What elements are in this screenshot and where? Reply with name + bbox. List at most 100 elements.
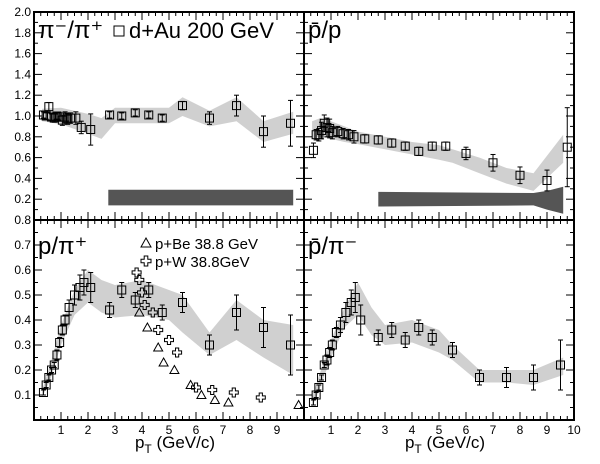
panel-pbar_p: p̄/p xyxy=(303,11,575,221)
data-point-square xyxy=(76,122,86,132)
data-point-cross xyxy=(255,392,266,403)
data-point-square xyxy=(130,108,140,118)
y-tick-label: 0.2 xyxy=(14,192,31,206)
panel-pim_pip: 0.2 0.4 0.6 0.8 1.0 1.2 1.4 1.6 1.8 2.0 π⁻/π⁺ d+Au … xyxy=(14,5,305,221)
data-point-triangle xyxy=(185,379,196,389)
legend-text: p+W 38.8GeV xyxy=(155,254,250,271)
data-point-square xyxy=(441,141,451,151)
data-point-triangle xyxy=(133,306,145,317)
data-point-square xyxy=(327,340,337,350)
y-tick-label: 1.6 xyxy=(14,47,31,61)
x-tick-label: 1 xyxy=(58,423,65,437)
legend-marker-square xyxy=(113,25,125,37)
x-tick-label: 6 xyxy=(463,423,470,437)
data-point-square xyxy=(49,360,59,370)
data-point-square xyxy=(232,101,241,111)
x-tick-label: 9 xyxy=(544,423,551,437)
x-tick-label: 5 xyxy=(166,423,173,437)
data-point-square xyxy=(502,373,511,382)
data-point-square xyxy=(400,335,410,345)
data-point-square xyxy=(322,122,332,132)
data-point-triangle xyxy=(152,341,164,352)
x-axis-title-subscript: T xyxy=(414,442,422,456)
data-point-square xyxy=(178,298,187,307)
data-point-cross xyxy=(147,307,158,318)
data-point-square xyxy=(157,308,167,317)
data-point-square xyxy=(349,132,359,142)
data-point-square xyxy=(64,303,74,312)
data-point-square xyxy=(157,113,167,123)
data-point-square xyxy=(333,127,343,137)
data-point-square xyxy=(205,113,214,123)
x-tick-label: 1 xyxy=(328,423,335,437)
data-point-square xyxy=(427,141,437,151)
data-point-square xyxy=(57,325,67,335)
data-point-square xyxy=(117,285,127,295)
data-point-square xyxy=(556,360,565,370)
data-point-square xyxy=(130,295,140,305)
legend-marker-cross xyxy=(140,255,152,267)
y-tick-label: 0.6 xyxy=(14,151,31,165)
data-point-cross xyxy=(228,387,239,398)
data-point-cross xyxy=(137,287,147,298)
data-point-square xyxy=(70,290,79,300)
data-point-cross xyxy=(172,347,183,358)
x-tick-label: 9 xyxy=(274,423,281,437)
panel-label: p/π⁺ xyxy=(38,233,87,260)
data-point-cross xyxy=(153,325,164,335)
data-point-square xyxy=(529,373,538,382)
systematic-band xyxy=(42,270,294,398)
x-tick-label: 8 xyxy=(247,423,254,437)
legend-marker-triangle xyxy=(140,236,152,248)
data-point-cross xyxy=(139,300,150,310)
data-point-cross xyxy=(207,385,218,395)
data-point-square xyxy=(387,138,397,148)
data-point-square xyxy=(327,128,337,138)
x-axis-title-unit: (GeV/c) xyxy=(152,433,215,452)
data-point-square xyxy=(105,305,115,315)
data-point-triangle xyxy=(223,396,234,407)
data-point-triangle xyxy=(196,389,207,399)
data-point-square xyxy=(488,158,498,168)
x-tick-label: 7 xyxy=(490,423,497,437)
data-point-triangle xyxy=(142,321,153,332)
x-axis-title: pT (GeV/c) xyxy=(135,433,215,456)
data-point-square xyxy=(259,323,268,332)
panel-label: π⁻/π⁺ xyxy=(38,17,103,44)
data-point-square xyxy=(414,323,424,332)
y-tick-label: 1.0 xyxy=(14,109,31,123)
data-point-square xyxy=(71,113,81,123)
data-point-square xyxy=(205,340,214,350)
y-tick-label: 0.2 xyxy=(14,363,31,377)
data-point-square xyxy=(314,383,324,392)
data-point-square xyxy=(117,111,127,121)
panel-p_pip: 0.1 0.2 0.3 0.4 0.5 0.6 0.7 0.8 1 2 3 4 5 6 7 8 9 p/π⁺ p+B… xyxy=(14,213,305,437)
data-point-triangle xyxy=(158,356,169,367)
data-point-square xyxy=(427,333,437,342)
data-point-square xyxy=(86,125,96,135)
data-point-square xyxy=(259,127,268,137)
data-point-square xyxy=(373,135,383,145)
legend-text: d+Au 200 GeV xyxy=(129,18,274,43)
data-point-square xyxy=(344,130,354,140)
y-tick-label: 0.3 xyxy=(14,338,31,352)
x-axis-title: pT (GeV/c) xyxy=(405,433,485,456)
systematic-band xyxy=(42,97,294,142)
data-point-square xyxy=(335,320,345,330)
data-point-square xyxy=(60,315,70,325)
x-tick-label: 3 xyxy=(112,423,119,437)
y-tick-label: 1.8 xyxy=(14,26,31,40)
data-point-square xyxy=(47,365,57,375)
data-point-cross xyxy=(134,275,145,285)
data-point-square xyxy=(232,308,241,317)
x-tick-label: 10 xyxy=(567,423,581,437)
data-point-square xyxy=(52,350,62,360)
data-point-triangle xyxy=(209,394,221,404)
x-tick-label: 8 xyxy=(517,423,524,437)
x-tick-label: 7 xyxy=(220,423,227,437)
data-point-square xyxy=(360,134,370,144)
data-point-square xyxy=(515,170,525,180)
normalization-bar xyxy=(378,186,564,214)
data-point-square xyxy=(86,283,96,292)
y-tick-label: 0.8 xyxy=(14,213,31,227)
